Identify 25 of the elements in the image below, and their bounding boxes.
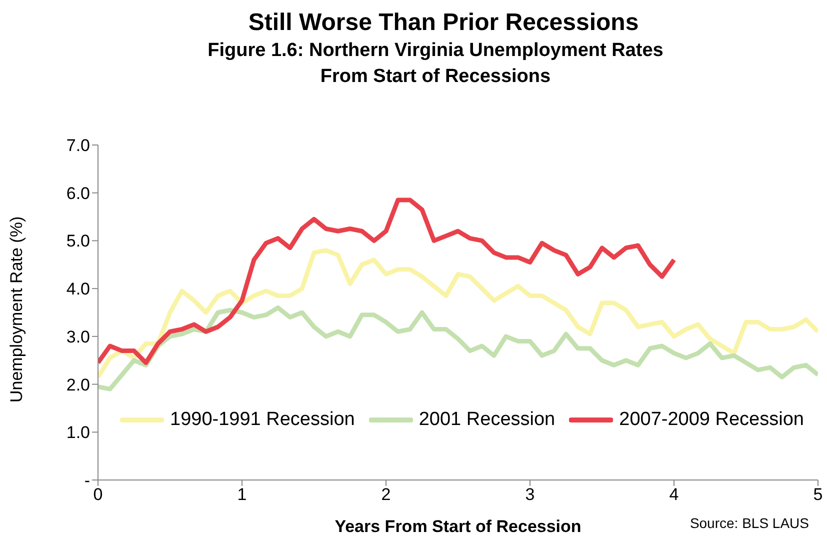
legend-label: 1990-1991 Recession (170, 409, 355, 431)
line-series (98, 198, 676, 365)
y-tick-label: 4.0 (66, 280, 90, 299)
line-series (98, 248, 818, 380)
y-axis-title: Unemployment Rate (%) (7, 216, 26, 402)
y-tick-label: 2.0 (66, 375, 90, 394)
chart-subtitle: Figure 1.6: Northern Virginia Unemployment Rates From Start of Recessions (206, 39, 664, 89)
x-tick-label: 3 (525, 485, 535, 504)
x-axis-title: Years From Start of Recession (334, 517, 582, 536)
legend-label: 2001 Recession (418, 409, 556, 431)
line-series (98, 305, 818, 392)
y-tick-label: 5.0 (66, 232, 90, 251)
x-tick-label: 5 (813, 485, 823, 504)
x-tick-label: 2 (381, 485, 391, 504)
x-tick-label: 4 (669, 485, 679, 504)
legend-label: 2007-2009 Recession (619, 409, 804, 431)
source-note: Source: BLS LAUS (690, 515, 809, 531)
x-tick-label: 0 (93, 485, 103, 504)
x-tick-label: 1 (237, 485, 247, 504)
y-tick-label: - (84, 471, 90, 490)
y-tick-label: 3.0 (66, 327, 90, 346)
y-tick-label: 6.0 (66, 184, 90, 203)
y-tick-label: 1.0 (66, 423, 90, 442)
chart-title: Still Worse Than Prior Recessions (247, 8, 640, 38)
y-tick-label: 7.0 (66, 136, 90, 156)
